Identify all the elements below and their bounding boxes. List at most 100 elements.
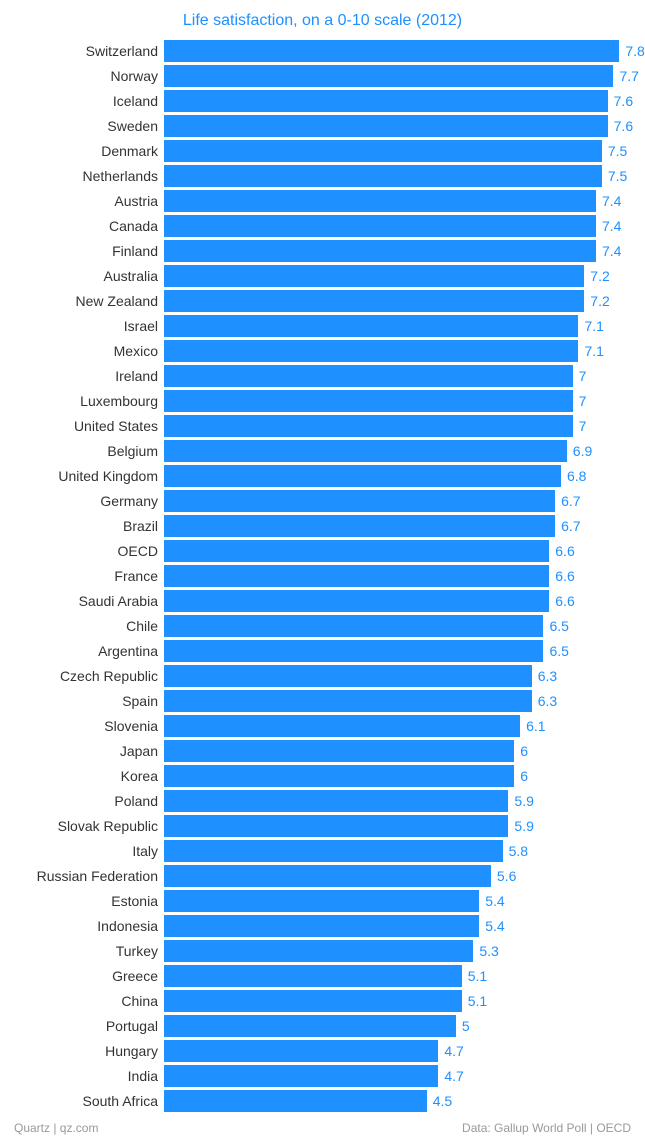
- bar-value: 7.5: [608, 168, 627, 184]
- bar-track: 6.6: [164, 588, 631, 613]
- bar-fill: [164, 965, 462, 987]
- bar-row: Hungary4.7: [14, 1038, 631, 1063]
- bar-track: 6.6: [164, 538, 631, 563]
- bar-value: 6.7: [561, 518, 580, 534]
- bar-fill: [164, 890, 479, 912]
- bar-fill: [164, 40, 619, 62]
- bar-fill: [164, 340, 578, 362]
- bar-label: Israel: [14, 318, 164, 334]
- bar-label: Finland: [14, 243, 164, 259]
- bar-row: Portugal5: [14, 1013, 631, 1038]
- bar-value: 5.9: [514, 793, 533, 809]
- bar-fill: [164, 190, 596, 212]
- bar-label: Slovenia: [14, 718, 164, 734]
- bar-track: 6: [164, 763, 631, 788]
- bar-track: 7: [164, 413, 631, 438]
- bar-label: India: [14, 1068, 164, 1084]
- bar-fill: [164, 615, 543, 637]
- bar-fill: [164, 490, 555, 512]
- bar-row: Czech Republic6.3: [14, 663, 631, 688]
- footer-source-right: Data: Gallup World Poll | OECD: [462, 1121, 631, 1135]
- bar-track: 7.4: [164, 238, 631, 263]
- bar-track: 7.1: [164, 313, 631, 338]
- bar-value: 6.8: [567, 468, 586, 484]
- bar-row: Indonesia 5.4: [14, 913, 631, 938]
- bar-track: 6.9: [164, 438, 631, 463]
- bar-fill: [164, 1015, 456, 1037]
- bar-label: Japan: [14, 743, 164, 759]
- bar-value: 6.5: [549, 643, 568, 659]
- bar-value: 7.7: [619, 68, 638, 84]
- bar-value: 4.7: [444, 1043, 463, 1059]
- bar-track: 4.7: [164, 1063, 631, 1088]
- bar-track: 7.7: [164, 63, 631, 88]
- bar-value: 7.8: [625, 43, 644, 59]
- chart-container: Life satisfaction, on a 0-10 scale (2012…: [0, 0, 645, 1143]
- bar-row: Estonia5.4: [14, 888, 631, 913]
- bar-label: United States: [14, 418, 164, 434]
- bar-label: Indonesia: [14, 918, 164, 934]
- bar-row: India 4.7: [14, 1063, 631, 1088]
- bar-fill: [164, 1090, 427, 1112]
- bar-track: 5.1: [164, 963, 631, 988]
- bar-row: Luxembourg7: [14, 388, 631, 413]
- bar-label: Belgium: [14, 443, 164, 459]
- bar-track: 7.6: [164, 88, 631, 113]
- bar-track: 7.2: [164, 263, 631, 288]
- bar-row: OECD6.6: [14, 538, 631, 563]
- bar-value: 7.1: [584, 343, 603, 359]
- bar-track: 5.4: [164, 913, 631, 938]
- bar-label: New Zealand: [14, 293, 164, 309]
- bar-fill: [164, 590, 549, 612]
- bar-value: 4.7: [444, 1068, 463, 1084]
- bar-row: Spain6.3: [14, 688, 631, 713]
- bar-row: Finland7.4: [14, 238, 631, 263]
- bar-track: 5: [164, 1013, 631, 1038]
- bar-label: China: [14, 993, 164, 1009]
- bar-fill: [164, 690, 532, 712]
- bar-track: 5.4: [164, 888, 631, 913]
- bar-track: 7.5: [164, 163, 631, 188]
- bar-row: Japan6: [14, 738, 631, 763]
- bar-row: Chile 6.5: [14, 613, 631, 638]
- bar-track: 6.5: [164, 638, 631, 663]
- bar-value: 6.5: [549, 618, 568, 634]
- bar-track: 7.1: [164, 338, 631, 363]
- bar-row: Australia7.2: [14, 263, 631, 288]
- bar-fill: [164, 790, 508, 812]
- bar-fill: [164, 1065, 438, 1087]
- bar-value: 5.1: [468, 993, 487, 1009]
- bar-label: Chile: [14, 618, 164, 634]
- bar-row: Brazil6.7: [14, 513, 631, 538]
- bar-label: Germany: [14, 493, 164, 509]
- bar-row: United States7: [14, 413, 631, 438]
- bar-track: 4.5: [164, 1088, 631, 1113]
- bar-fill: [164, 840, 503, 862]
- bar-value: 7.6: [614, 118, 633, 134]
- bar-value: 5.9: [514, 818, 533, 834]
- bar-fill: [164, 815, 508, 837]
- bar-value: 6.6: [555, 593, 574, 609]
- bar-fill: [164, 265, 584, 287]
- bar-value: 5.8: [509, 843, 528, 859]
- bar-label: South Africa: [14, 1093, 164, 1109]
- bar-value: 5.4: [485, 918, 504, 934]
- bar-value: 6: [520, 768, 528, 784]
- bar-value: 5.3: [479, 943, 498, 959]
- bar-row: Russian Federation5.6: [14, 863, 631, 888]
- bar-label: Netherlands: [14, 168, 164, 184]
- bar-fill: [164, 140, 602, 162]
- bar-value: 7.4: [602, 218, 621, 234]
- bar-label: Switzerland: [14, 43, 164, 59]
- bar-label: Saudi Arabia: [14, 593, 164, 609]
- bar-label: Spain: [14, 693, 164, 709]
- bar-row: Sweden7.6: [14, 113, 631, 138]
- chart-footer: Quartz | qz.com Data: Gallup World Poll …: [14, 1121, 631, 1135]
- bar-fill: [164, 65, 613, 87]
- bar-row: Netherlands 7.5: [14, 163, 631, 188]
- bar-label: Iceland: [14, 93, 164, 109]
- bar-row: Ireland7: [14, 363, 631, 388]
- bar-label: Czech Republic: [14, 668, 164, 684]
- bar-row: Slovenia6.1: [14, 713, 631, 738]
- bar-track: 6.6: [164, 563, 631, 588]
